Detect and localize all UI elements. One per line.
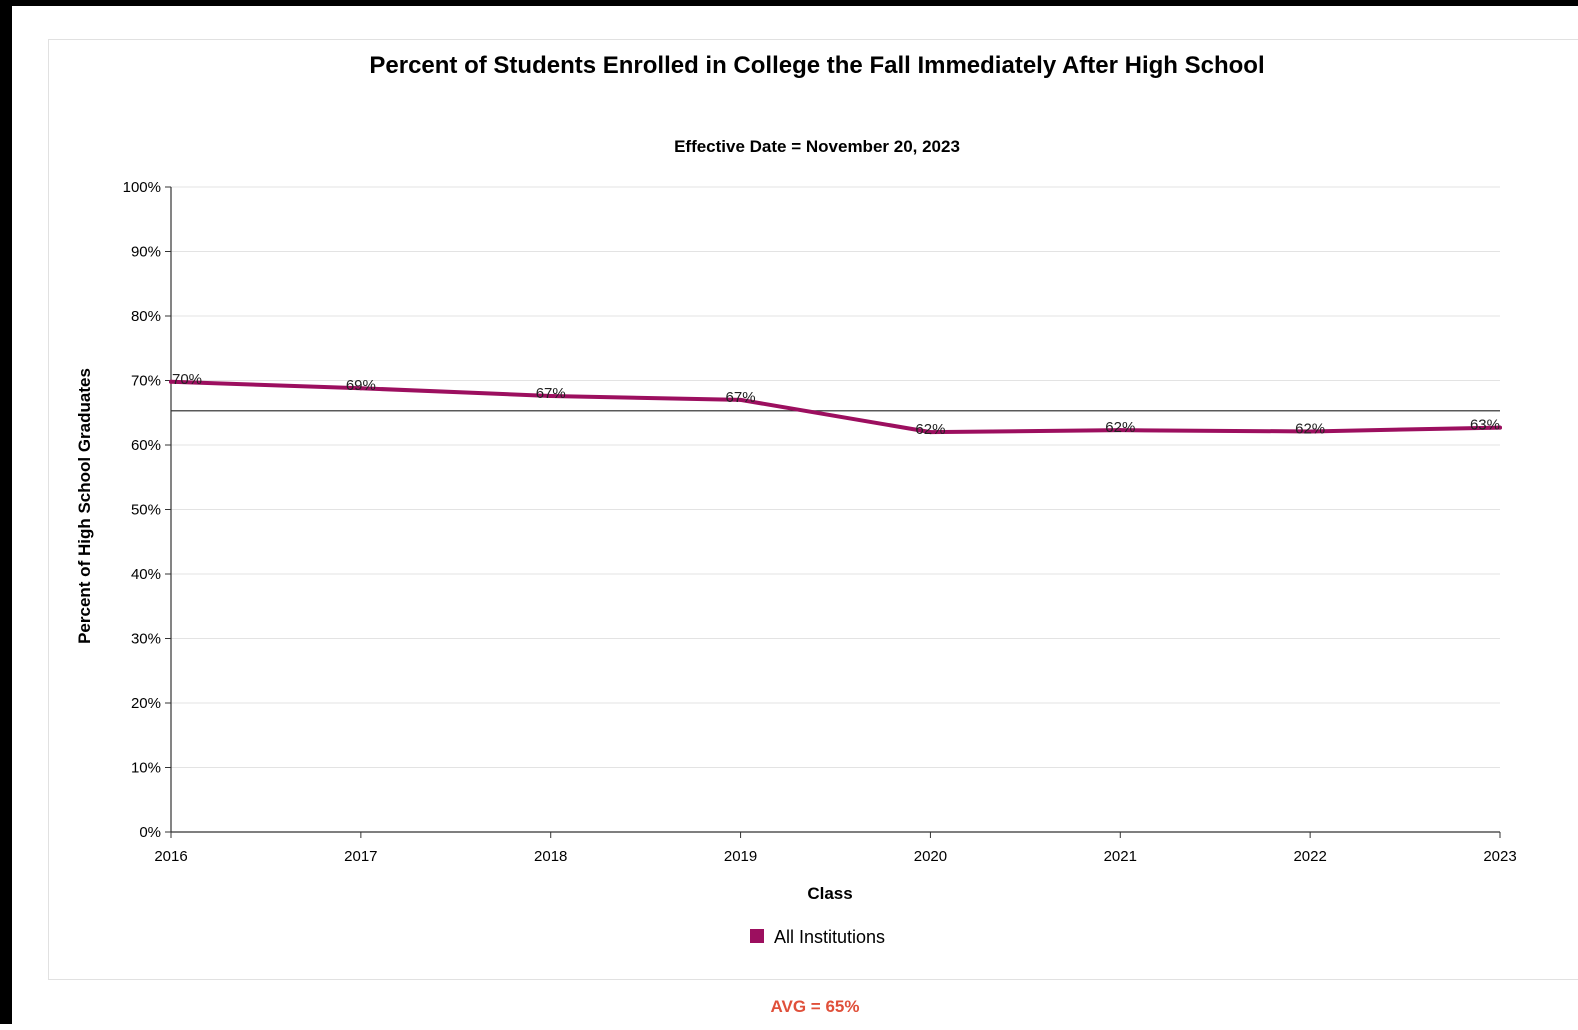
- data-label: 63%: [1470, 417, 1500, 434]
- x-tick-label: 2020: [914, 848, 947, 865]
- y-tick-label: 40%: [131, 566, 161, 583]
- data-point: [738, 397, 743, 402]
- gridlines: [171, 186, 1500, 768]
- data-point: [358, 386, 363, 391]
- data-labels: 70% 69% 67% 67% 62% 62% 62% 63%: [172, 371, 1500, 438]
- y-tick-label: 80%: [131, 308, 161, 325]
- x-tick-label: 2018: [534, 848, 567, 865]
- y-axis-label: Percent of High School Graduates: [75, 368, 94, 644]
- data-label: 62%: [1105, 419, 1135, 436]
- x-tick-label: 2022: [1293, 848, 1326, 865]
- chart-title: Percent of Students Enrolled in College …: [369, 52, 1264, 79]
- chart-subtitle: Effective Date = November 20, 2023: [674, 137, 960, 156]
- series-all-institutions: [169, 379, 1502, 435]
- y-tick-label: 70%: [131, 373, 161, 390]
- axes: 0% 10% 20% 30% 40% 50% 60% 70% 80% 90% 100% 2016 201…: [123, 179, 1517, 865]
- line-chart: Percent of Students Enrolled in College …: [75, 52, 1517, 1016]
- data-point: [1308, 429, 1313, 434]
- legend-label-all-institutions: All Institutions: [774, 927, 885, 947]
- y-tick-label: 30%: [131, 631, 161, 648]
- average-value-text: AVG = 65%: [771, 997, 860, 1016]
- legend-swatch-all-institutions: [750, 929, 764, 943]
- y-tick-label: 20%: [131, 695, 161, 712]
- data-point: [169, 379, 173, 384]
- x-tick-label: 2021: [1104, 848, 1137, 865]
- x-tick-label: 2023: [1483, 848, 1516, 865]
- data-point: [548, 393, 553, 398]
- legend: All Institutions: [750, 927, 885, 947]
- x-axis-label: Class: [807, 884, 852, 903]
- data-point: [928, 430, 933, 435]
- x-tick-label: 2016: [154, 848, 187, 865]
- y-tick-label: 10%: [131, 760, 161, 777]
- data-point: [1118, 428, 1123, 433]
- data-label: 67%: [536, 385, 566, 402]
- data-label: 67%: [726, 389, 756, 406]
- y-tick-label: 0%: [139, 824, 161, 841]
- data-label: 62%: [1295, 420, 1325, 437]
- data-point: [1498, 425, 1502, 430]
- y-tick-label: 60%: [131, 437, 161, 454]
- x-tick-label: 2019: [724, 848, 757, 865]
- data-label: 69%: [346, 377, 376, 394]
- x-tick-label: 2017: [344, 848, 377, 865]
- series-line: [169, 379, 1502, 435]
- y-tick-label: 50%: [131, 502, 161, 519]
- y-tick-label: 90%: [131, 244, 161, 261]
- data-label: 70%: [172, 371, 202, 388]
- data-label: 62%: [915, 421, 945, 438]
- y-tick-label: 100%: [123, 179, 161, 196]
